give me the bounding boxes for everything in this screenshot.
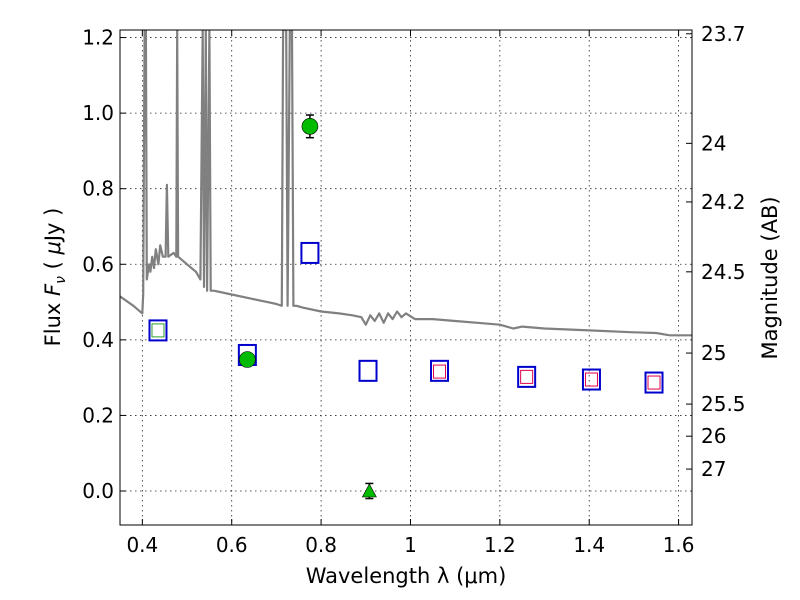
y-tick-label: 0.0 — [82, 479, 114, 503]
x-axis-title: Wavelength λ (μm) — [306, 564, 507, 588]
observed-flux-point — [301, 118, 319, 135]
y-tick-label: 0.6 — [82, 252, 114, 276]
x-tick-label: 1.2 — [484, 533, 516, 557]
plot-area — [120, 30, 692, 500]
model-photometry-square — [148, 319, 168, 342]
observed-flux-point — [239, 351, 256, 368]
y-tick-label: 0.4 — [82, 328, 114, 352]
upper-limit-triangle — [361, 483, 377, 498]
x-tick-label: 0.4 — [126, 533, 158, 557]
right-tick-label: 23.7 — [701, 22, 746, 46]
model-spectrum-line — [120, 30, 692, 337]
right-tick-label: 24.2 — [701, 190, 746, 214]
grid — [120, 30, 692, 525]
model-photometry-square — [644, 371, 664, 394]
axes: 0.4 0.6 0.8 1 1.2 1.4 1.6 0.0 0.2 0.4 0.6 0.8 1.0 1.2… — [82, 22, 745, 557]
right-tick-label: 25.5 — [701, 392, 746, 416]
x-tick-label: 0.8 — [305, 533, 337, 557]
model-photometry-square — [358, 359, 378, 382]
x-tick-label: 1 — [404, 533, 417, 557]
right-tick-label: 27 — [701, 457, 726, 481]
y-tick-label: 1.2 — [82, 26, 114, 50]
y-axis-title-right: Magnitude (AB) — [758, 196, 782, 359]
x-tick-label: 0.6 — [216, 533, 248, 557]
y-tick-label: 0.8 — [82, 177, 114, 201]
inner-photometry-square — [584, 372, 598, 387]
right-tick-label: 24.5 — [701, 260, 746, 284]
model-photometry-square — [300, 241, 320, 264]
right-tick-label: 25 — [701, 341, 726, 365]
y-tick-label: 0.2 — [82, 403, 114, 427]
inner-photometry-square — [647, 375, 661, 390]
right-tick-label: 24 — [701, 131, 726, 155]
y-axis-title-left: Flux Fν ( μJy ) — [41, 208, 69, 347]
plot-frame — [119, 29, 693, 526]
x-tick-label: 1.6 — [663, 533, 695, 557]
right-tick-label: 26 — [701, 424, 726, 448]
inner-photometry-square — [151, 323, 165, 338]
inner-photometry-square — [520, 369, 534, 384]
inner-photometry-square — [433, 364, 447, 379]
y-tick-label: 1.0 — [82, 101, 114, 125]
model-photometry-square — [517, 365, 537, 388]
model-photometry-square — [430, 359, 450, 382]
x-tick-label: 1.4 — [573, 533, 605, 557]
model-photometry-square — [581, 368, 601, 391]
